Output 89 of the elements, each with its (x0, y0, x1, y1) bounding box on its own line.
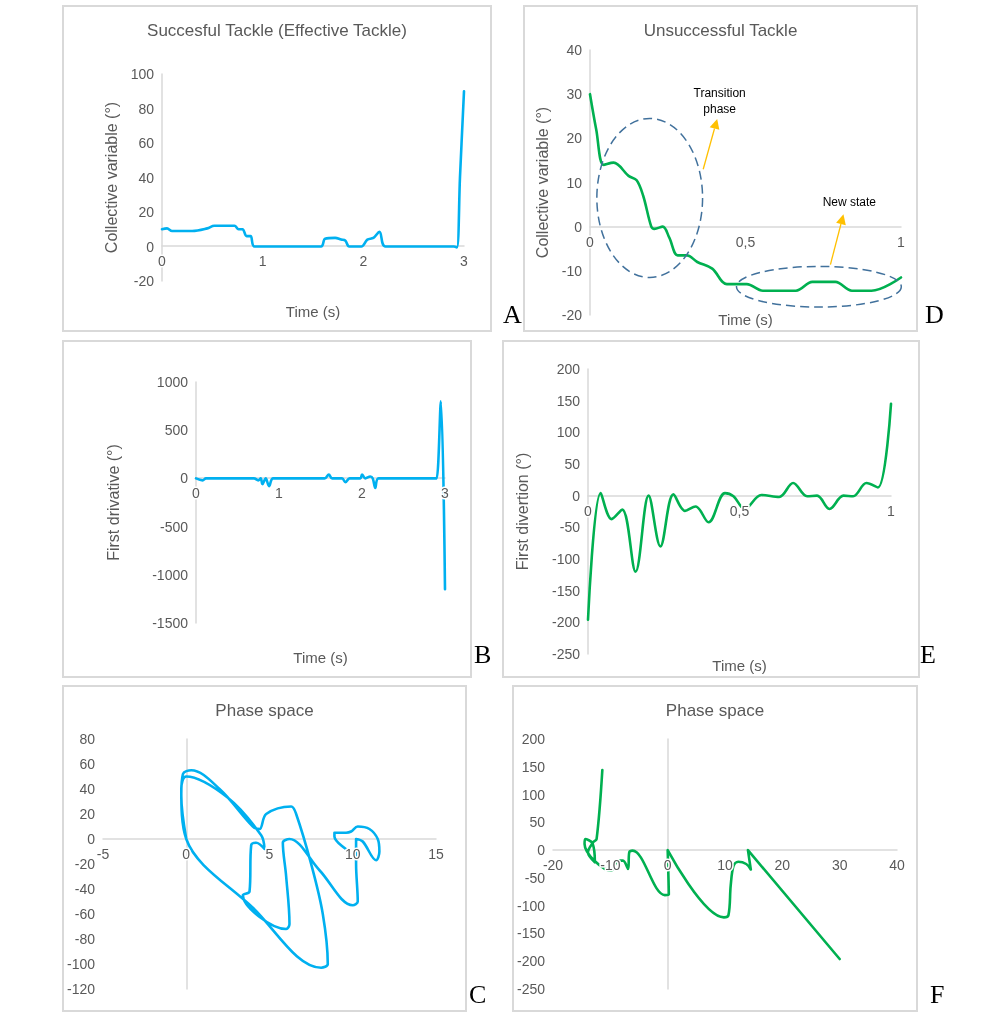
chart-title: Succesful Tackle (Effective Tackle) (147, 21, 407, 40)
text: D (925, 300, 944, 330)
y-tick-label: -20 (133, 273, 155, 289)
y-tick-label: 30 (566, 86, 583, 103)
x-axis-title: Time (s) (717, 311, 774, 328)
y-tick-label: 150 (556, 392, 581, 409)
y-tick-label: -80 (74, 931, 96, 947)
x-tick-label: 1 (897, 234, 906, 250)
chart-title: Phase space (215, 701, 314, 720)
y-tick-label: 200 (521, 731, 546, 747)
line-series (586, 402, 893, 622)
y-tick-label: -100 (66, 956, 96, 972)
x-tick-label: -5 (96, 846, 110, 862)
y-tick-label: -120 (66, 981, 96, 997)
x-axis-title: Time (s) (284, 303, 342, 320)
x-tick-label: 20 (774, 857, 791, 873)
x-axis-title: Time (s) (292, 649, 349, 666)
x-tick-label: 0 (586, 234, 595, 250)
y-tick-label: 60 (79, 756, 96, 772)
y-tick-label: 80 (79, 731, 96, 747)
y-tick-label: 0 (87, 831, 96, 847)
y-tick-label: 40 (79, 781, 96, 797)
x-tick-label: 2 (359, 253, 368, 269)
y-tick-label: 150 (521, 758, 546, 775)
line-series (179, 768, 381, 970)
y-tick-label: 50 (564, 456, 581, 472)
y-tick-label: -100 (551, 551, 581, 567)
line-series (160, 89, 466, 249)
text: F (930, 980, 945, 1010)
y-tick-label: -50 (524, 869, 546, 886)
y-axis-title: Collective variable (°) (534, 106, 552, 259)
y-tick-label: -150 (516, 925, 546, 942)
x-tick-label: 30 (831, 857, 848, 873)
y-tick-label: -50 (559, 519, 581, 536)
y-tick-label: -500 (159, 518, 189, 535)
x-tick-label: 0 (192, 485, 201, 501)
y-tick-label: 10 (566, 174, 583, 191)
y-tick-label: 0 (180, 470, 189, 487)
x-axis-title: Time (s) (711, 657, 768, 674)
x-tick-label: 3 (460, 253, 469, 269)
x-tick-label: 40 (889, 857, 905, 873)
x-tick-label: 1 (887, 503, 896, 519)
y-tick-label: 1000 (156, 374, 189, 390)
y-tick-label: -150 (551, 582, 581, 599)
x-tick-label: 1 (275, 485, 284, 501)
text: B (474, 640, 492, 670)
y-tick-label: -60 (74, 906, 96, 922)
x-tick-label: 5 (265, 846, 274, 862)
y-tick-label: 40 (566, 42, 583, 58)
y-tick-label: 20 (138, 204, 155, 220)
y-tick-label: 50 (529, 814, 546, 831)
y-tick-label: 100 (521, 786, 546, 803)
annotation: Transition phase (692, 84, 747, 117)
y-tick-label: -40 (74, 881, 96, 897)
x-tick-label: 1 (258, 253, 267, 269)
annotation: New state (821, 194, 878, 211)
y-tick-label: 100 (556, 424, 581, 441)
x-tick-label: 15 (428, 846, 444, 862)
chart-title: Phase space (665, 701, 765, 720)
chart-title: Unsuccessful Tackle (643, 21, 798, 40)
y-tick-label: 200 (556, 361, 581, 377)
x-tick-label: 0,5 (729, 503, 750, 519)
y-axis-title: Collective variable (°) (103, 101, 121, 254)
y-tick-label: 80 (138, 100, 155, 117)
y-tick-label: -1500 (152, 615, 189, 631)
line-series (194, 399, 447, 591)
text: C (469, 980, 487, 1010)
y-tick-label: -1000 (152, 566, 189, 583)
y-axis-title: First divertion (°) (513, 452, 531, 571)
text: E (920, 640, 936, 670)
x-tick-label: 2 (358, 485, 367, 501)
y-tick-label: 40 (138, 169, 155, 186)
y-tick-label: -250 (551, 646, 581, 662)
y-tick-label: 60 (138, 135, 155, 151)
x-tick-label: 0,5 (735, 234, 756, 250)
x-tick-label: 0 (584, 503, 593, 519)
y-tick-label: -20 (561, 307, 583, 323)
y-axis-title: First drivative (°) (104, 444, 122, 561)
y-tick-label: 20 (566, 130, 583, 147)
y-tick-label: 0 (574, 218, 583, 235)
x-tick-label: 10 (717, 857, 734, 873)
y-tick-label: -100 (516, 897, 546, 914)
y-tick-label: 100 (130, 66, 155, 82)
y-tick-label: -250 (516, 981, 546, 997)
y-tick-label: -200 (551, 614, 581, 631)
y-tick-label: -200 (516, 953, 546, 970)
y-tick-label: 500 (164, 422, 189, 439)
y-tick-label: 20 (79, 806, 96, 822)
text: A (503, 300, 522, 330)
